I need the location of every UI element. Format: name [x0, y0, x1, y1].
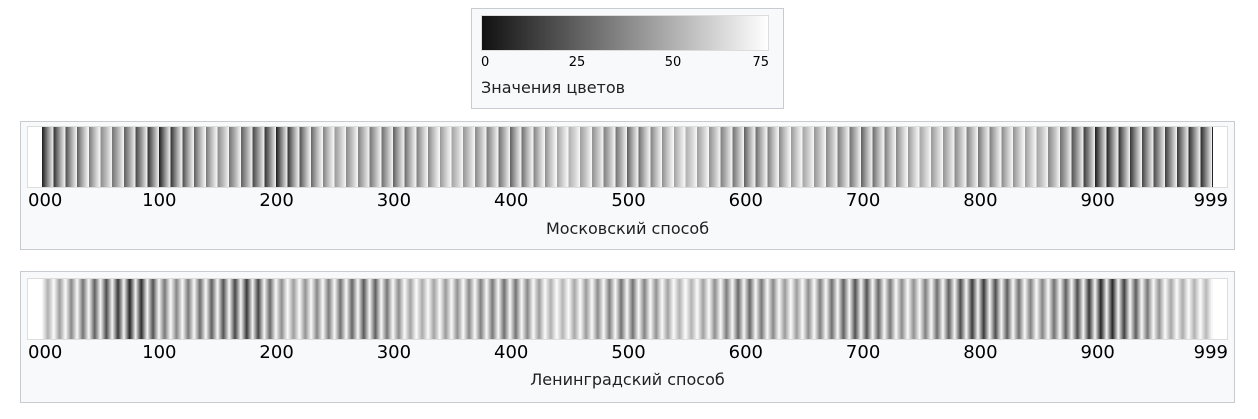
- strip-tick-label: 400: [494, 190, 529, 211]
- legend-tick-label: 0: [481, 55, 490, 70]
- strip-tick-label: 500: [611, 190, 646, 211]
- strip-tick-label: 200: [259, 190, 294, 211]
- strip-panel: 000 100 200 300 400 500 600 700 800 900 999 Москов…: [20, 121, 1235, 250]
- strip-tick-label: 900: [1080, 190, 1115, 211]
- strip-tick-label: 500: [611, 342, 646, 363]
- legend-caption: Значения цветов: [481, 78, 626, 97]
- strip: [27, 126, 1228, 188]
- strip-bars: [42, 127, 1213, 187]
- legend-box: 0 25 50 75 Значения цветов: [471, 8, 784, 109]
- strip-tick-label: 999: [1193, 190, 1228, 211]
- legend-tick-label: 25: [568, 55, 586, 70]
- strip-caption: Московский способ: [545, 219, 710, 238]
- strip-tick-label: 999: [1193, 342, 1228, 363]
- strip-tick-label: 000: [28, 342, 63, 363]
- strip-tick-label: 900: [1080, 342, 1115, 363]
- strip-tick-label: 600: [728, 342, 763, 363]
- strip-tick-label: 200: [259, 342, 294, 363]
- strip-tick-label: 100: [142, 342, 177, 363]
- strip-tick-label: 700: [845, 190, 881, 211]
- strip-tick-label: 400: [494, 342, 529, 363]
- legend-gradient: [481, 15, 769, 51]
- strip-tick-label: 100: [142, 190, 177, 211]
- strip-tick-label: 700: [845, 342, 881, 363]
- strip-tick-label: 000: [28, 190, 63, 211]
- strip-bars: [42, 279, 1213, 339]
- strip-caption: Ленинградский способ: [530, 370, 725, 389]
- strip-tick-label: 800: [963, 190, 998, 211]
- strip-tick-label: 300: [376, 342, 412, 363]
- strip-tick-label: 300: [376, 190, 412, 211]
- legend-tick-label: 50: [664, 55, 682, 70]
- strip-tick-label: 600: [728, 190, 763, 211]
- strip: [27, 278, 1228, 340]
- strip-panel: 000 100 200 300 400 500 600 700 800 900 999 Ленинг…: [20, 271, 1235, 403]
- strip-tick-label: 800: [963, 342, 998, 363]
- legend-tick-label: 75: [752, 55, 769, 70]
